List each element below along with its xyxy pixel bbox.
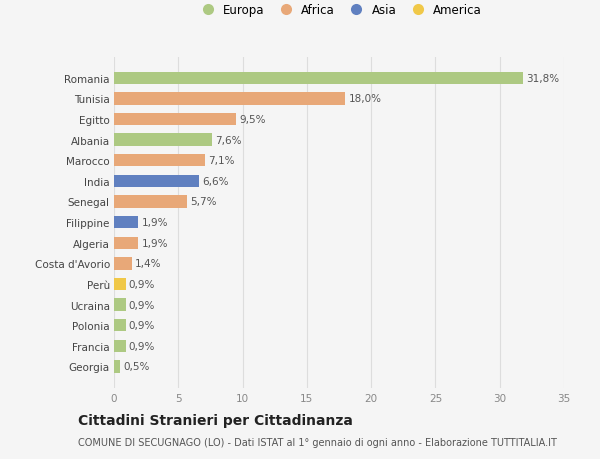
Bar: [114, 155, 205, 167]
Text: COMUNE DI SECUGNAGO (LO) - Dati ISTAT al 1° gennaio di ogni anno - Elaborazione : COMUNE DI SECUGNAGO (LO) - Dati ISTAT al…: [78, 437, 557, 447]
Text: 18,0%: 18,0%: [349, 94, 382, 104]
Text: 5,7%: 5,7%: [191, 197, 217, 207]
Text: 0,9%: 0,9%: [129, 341, 155, 351]
Bar: [114, 257, 132, 270]
Bar: [114, 237, 139, 249]
Text: 7,1%: 7,1%: [209, 156, 235, 166]
Text: 7,6%: 7,6%: [215, 135, 241, 146]
Bar: [114, 196, 187, 208]
Text: 31,8%: 31,8%: [526, 73, 559, 84]
Bar: [114, 73, 523, 85]
Bar: [114, 175, 199, 188]
Bar: [114, 299, 125, 311]
Text: 0,9%: 0,9%: [129, 320, 155, 330]
Text: 0,9%: 0,9%: [129, 280, 155, 289]
Text: 9,5%: 9,5%: [239, 115, 266, 125]
Bar: [114, 319, 125, 332]
Legend: Europa, Africa, Asia, America: Europa, Africa, Asia, America: [196, 4, 482, 17]
Bar: [114, 340, 125, 352]
Bar: [114, 217, 139, 229]
Text: 1,9%: 1,9%: [142, 218, 168, 228]
Bar: [114, 278, 125, 291]
Text: 1,9%: 1,9%: [142, 238, 168, 248]
Bar: [114, 93, 346, 105]
Bar: [114, 134, 212, 146]
Bar: [114, 113, 236, 126]
Text: 0,5%: 0,5%: [124, 362, 150, 372]
Text: 6,6%: 6,6%: [202, 176, 229, 186]
Text: Cittadini Stranieri per Cittadinanza: Cittadini Stranieri per Cittadinanza: [78, 414, 353, 428]
Bar: [114, 360, 121, 373]
Text: 0,9%: 0,9%: [129, 300, 155, 310]
Text: 1,4%: 1,4%: [135, 259, 162, 269]
